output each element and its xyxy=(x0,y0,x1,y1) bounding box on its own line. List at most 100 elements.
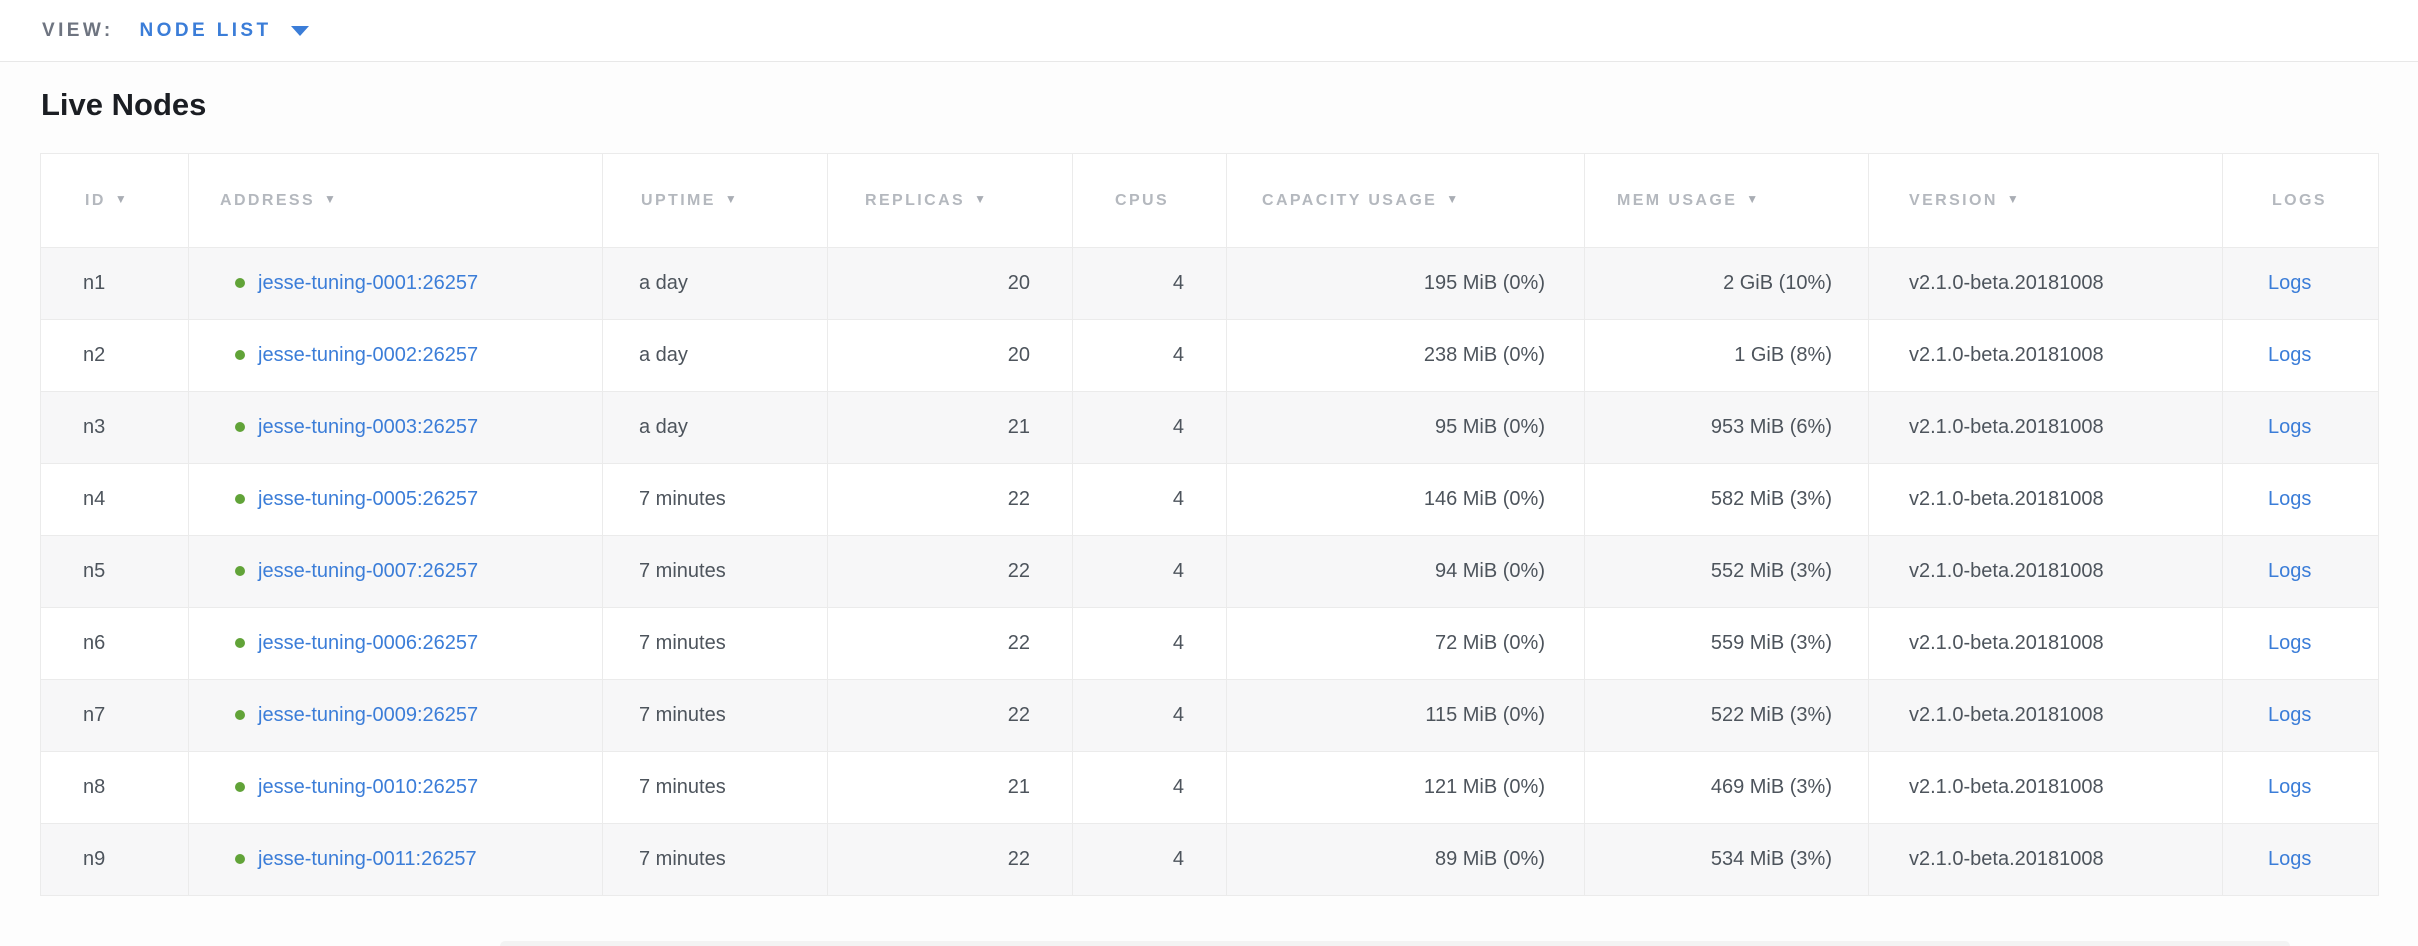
id-cell: n7 xyxy=(40,679,189,752)
logs-link[interactable]: Logs xyxy=(2268,632,2312,654)
replicas-cell: 22 xyxy=(827,823,1073,896)
version-cell: v2.1.0-beta.20181008 xyxy=(1868,247,2223,320)
replicas-cell: 21 xyxy=(827,391,1073,464)
node-healthy-icon xyxy=(235,277,245,288)
table-row: n6 jesse-tuning-0006:26257 7 minutes 22 4 72 … xyxy=(40,607,2379,680)
column-header-cpus: CPUS xyxy=(1072,153,1227,248)
node-address-link[interactable]: jesse-tuning-0001:26257 xyxy=(258,272,479,294)
logs-cell: Logs xyxy=(2222,247,2379,320)
column-label: UPTIME xyxy=(641,191,716,209)
table-row: n4 jesse-tuning-0005:26257 7 minutes 22 4 146… xyxy=(40,463,2379,536)
node-address-link[interactable]: jesse-tuning-0006:26257 xyxy=(258,632,479,654)
partial-bottom-element xyxy=(500,941,2290,946)
address-cell: jesse-tuning-0001:26257 xyxy=(188,247,603,320)
cpus-cell: 4 xyxy=(1072,751,1227,824)
logs-link[interactable]: Logs xyxy=(2268,848,2312,870)
logs-link[interactable]: Logs xyxy=(2268,344,2312,366)
version-cell: v2.1.0-beta.20181008 xyxy=(1868,751,2223,824)
mem-cell: 559 MiB (3%) xyxy=(1584,607,1869,680)
mem-cell: 953 MiB (6%) xyxy=(1584,391,1869,464)
replicas-cell: 22 xyxy=(827,679,1073,752)
uptime-cell: 7 minutes xyxy=(602,607,828,680)
id-cell: n5 xyxy=(40,535,189,608)
logs-link[interactable]: Logs xyxy=(2268,560,2312,582)
replicas-cell: 22 xyxy=(827,535,1073,608)
column-header-uptime[interactable]: UPTIME ▼ xyxy=(602,153,828,248)
version-cell: v2.1.0-beta.20181008 xyxy=(1868,463,2223,536)
column-label: MEM USAGE xyxy=(1617,191,1738,209)
view-selector[interactable]: NODE LIST xyxy=(140,20,310,42)
sort-desc-icon: ▼ xyxy=(974,191,989,206)
column-label: ADDRESS xyxy=(220,191,316,209)
address-cell: jesse-tuning-0005:26257 xyxy=(188,463,603,536)
replicas-cell: 22 xyxy=(827,463,1073,536)
capacity-cell: 115 MiB (0%) xyxy=(1226,679,1585,752)
logs-link[interactable]: Logs xyxy=(2268,272,2312,294)
column-header-version[interactable]: VERSION ▼ xyxy=(1868,153,2223,248)
uptime-cell: a day xyxy=(602,319,828,392)
node-healthy-icon xyxy=(235,637,245,648)
replicas-cell: 20 xyxy=(827,319,1073,392)
capacity-cell: 94 MiB (0%) xyxy=(1226,535,1585,608)
mem-cell: 582 MiB (3%) xyxy=(1584,463,1869,536)
id-cell: n2 xyxy=(40,319,189,392)
version-cell: v2.1.0-beta.20181008 xyxy=(1868,535,2223,608)
replicas-cell: 20 xyxy=(827,247,1073,320)
logs-cell: Logs xyxy=(2222,823,2379,896)
version-cell: v2.1.0-beta.20181008 xyxy=(1868,607,2223,680)
view-label: VIEW: xyxy=(42,19,114,41)
logs-cell: Logs xyxy=(2222,463,2379,536)
node-address-link[interactable]: jesse-tuning-0009:26257 xyxy=(258,704,479,726)
mem-cell: 1 GiB (8%) xyxy=(1584,319,1869,392)
version-cell: v2.1.0-beta.20181008 xyxy=(1868,319,2223,392)
column-label: REPLICAS xyxy=(865,191,966,209)
logs-cell: Logs xyxy=(2222,319,2379,392)
node-healthy-icon xyxy=(235,421,245,432)
id-cell: n8 xyxy=(40,751,189,824)
sort-desc-icon: ▼ xyxy=(114,191,130,206)
chevron-down-icon xyxy=(291,25,310,36)
column-label: ID xyxy=(85,191,106,209)
cpus-cell: 4 xyxy=(1072,679,1227,752)
mem-cell: 534 MiB (3%) xyxy=(1584,823,1869,896)
table-header-row: ID ▼ ADDRESS ▼ UPTIME ▼ REPLICAS ▼ CPUS CAPACITY … xyxy=(40,153,2379,248)
sort-desc-icon: ▼ xyxy=(324,191,339,206)
logs-link[interactable]: Logs xyxy=(2268,704,2312,726)
column-label: CAPACITY USAGE xyxy=(1262,191,1438,209)
cpus-cell: 4 xyxy=(1072,823,1227,896)
view-selected-value: NODE LIST xyxy=(139,19,272,41)
node-address-link[interactable]: jesse-tuning-0005:26257 xyxy=(258,488,479,510)
version-cell: v2.1.0-beta.20181008 xyxy=(1868,823,2223,896)
capacity-cell: 95 MiB (0%) xyxy=(1226,391,1585,464)
column-header-replicas[interactable]: REPLICAS ▼ xyxy=(827,153,1073,248)
mem-cell: 2 GiB (10%) xyxy=(1584,247,1869,320)
column-header-id[interactable]: ID ▼ xyxy=(40,153,189,248)
uptime-cell: 7 minutes xyxy=(602,823,828,896)
mem-cell: 469 MiB (3%) xyxy=(1584,751,1869,824)
node-address-link[interactable]: jesse-tuning-0011:26257 xyxy=(258,848,477,870)
uptime-cell: 7 minutes xyxy=(602,751,828,824)
address-cell: jesse-tuning-0009:26257 xyxy=(188,679,603,752)
uptime-cell: 7 minutes xyxy=(602,679,828,752)
logs-cell: Logs xyxy=(2222,679,2379,752)
node-address-link[interactable]: jesse-tuning-0007:26257 xyxy=(258,560,479,582)
sort-desc-icon: ▼ xyxy=(1446,191,1461,206)
version-cell: v2.1.0-beta.20181008 xyxy=(1868,679,2223,752)
sort-desc-icon: ▼ xyxy=(724,191,740,206)
node-healthy-icon xyxy=(235,853,245,864)
logs-link[interactable]: Logs xyxy=(2268,416,2312,438)
column-label: CPUS xyxy=(1115,191,1170,209)
column-header-address[interactable]: ADDRESS ▼ xyxy=(188,153,603,248)
column-header-mem-usage[interactable]: MEM USAGE ▼ xyxy=(1584,153,1869,248)
node-address-link[interactable]: jesse-tuning-0002:26257 xyxy=(258,344,479,366)
table-row: n5 jesse-tuning-0007:26257 7 minutes 22 4 94 … xyxy=(40,535,2379,608)
replicas-cell: 22 xyxy=(827,607,1073,680)
node-address-link[interactable]: jesse-tuning-0003:26257 xyxy=(258,416,479,438)
logs-link[interactable]: Logs xyxy=(2268,776,2312,798)
logs-link[interactable]: Logs xyxy=(2268,488,2312,510)
node-healthy-icon xyxy=(235,709,245,720)
node-address-link[interactable]: jesse-tuning-0010:26257 xyxy=(258,776,479,798)
column-header-capacity-usage[interactable]: CAPACITY USAGE ▼ xyxy=(1226,153,1585,248)
sort-desc-icon: ▼ xyxy=(1746,191,1761,206)
column-label: VERSION xyxy=(1909,191,1998,209)
